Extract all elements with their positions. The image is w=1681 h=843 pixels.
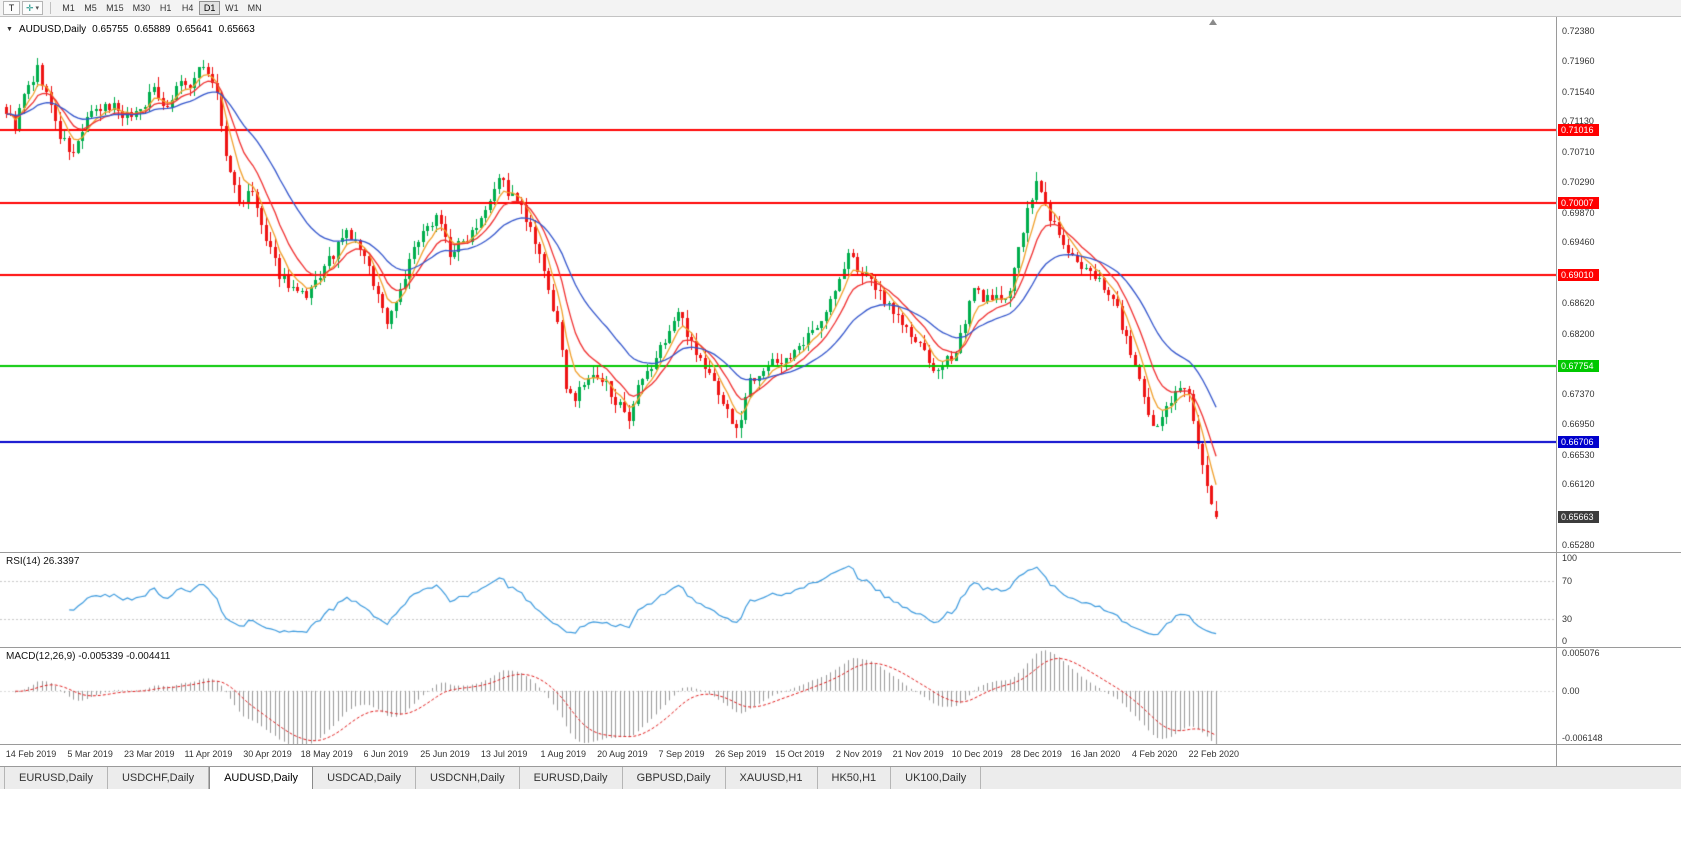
- rsi-panel-canvas[interactable]: [0, 552, 1556, 647]
- rsi-axis-label: 100: [1562, 553, 1578, 563]
- price-axis-label: 0.70710: [1562, 146, 1595, 157]
- timeframe-group: M1 M5 M15 M30 H1 H4 D1 W1 MN: [58, 1, 266, 15]
- date-label: 20 Aug 2019: [597, 749, 648, 759]
- date-label: 6 Jun 2019: [363, 749, 409, 759]
- price-axis-divider: [1556, 17, 1557, 766]
- price-axis-label: 0.71540: [1562, 86, 1595, 97]
- price-axis-label: 0.72380: [1562, 25, 1595, 36]
- ohlc-high: 0.65889: [134, 24, 171, 35]
- macd-axis-label: 0.00: [1562, 685, 1580, 696]
- ohlc-open: 0.65755: [92, 24, 129, 35]
- date-label: 16 Jan 2020: [1070, 749, 1121, 759]
- bottom-tab-EURUSD-Daily[interactable]: EURUSD,Daily: [4, 767, 108, 789]
- timeframe-button-M30[interactable]: M30: [132, 3, 151, 13]
- bottom-tab-USDCHF-Daily[interactable]: USDCHF,Daily: [108, 767, 210, 789]
- price-axis-label: 0.67370: [1562, 388, 1595, 399]
- bottom-tab-HK50-H1[interactable]: HK50,H1: [818, 767, 892, 789]
- date-label: 23 Mar 2019: [123, 749, 175, 759]
- timeframe-button-M1[interactable]: M1: [62, 3, 75, 13]
- price-axis-label: 0.69460: [1562, 237, 1595, 248]
- collapse-arrow-icon[interactable]: ▼: [6, 26, 13, 33]
- date-label: 30 Apr 2019: [243, 749, 292, 759]
- chart-shift-marker[interactable]: [1209, 19, 1217, 25]
- date-label: 21 Nov 2019: [892, 749, 944, 759]
- toolbar-separator: [50, 2, 52, 14]
- date-axis[interactable]: 14 Feb 2019 5 Mar 2019 23 Mar 2019 11 Apr 2…: [0, 744, 1556, 766]
- date-axis-separator: [0, 744, 1681, 745]
- bottom-tab-AUDUSD-Daily[interactable]: AUDUSD,Daily: [209, 767, 314, 789]
- price-axis-label: 0.65280: [1562, 540, 1595, 551]
- date-label: 13 Jul 2019: [480, 749, 528, 759]
- timeframe-button-M15[interactable]: M15: [106, 3, 124, 13]
- price-axis-label: 0.71130: [1562, 116, 1594, 127]
- macd-axis-label: 0.005076: [1562, 648, 1600, 658]
- macd-axis-label: -0.006148: [1562, 733, 1603, 743]
- bottom-tab-USDCNH-Daily[interactable]: USDCNH,Daily: [416, 767, 520, 789]
- date-label: 28 Dec 2019: [1010, 749, 1062, 759]
- date-label: 7 Sep 2019: [658, 749, 705, 759]
- main-chart-canvas[interactable]: [0, 17, 1556, 552]
- price-axis-label: 0.70290: [1562, 177, 1595, 188]
- date-label: 15 Oct 2019: [775, 749, 825, 759]
- bottom-tab-GBPUSD-Daily[interactable]: GBPUSD,Daily: [623, 767, 726, 789]
- timeframe-button-M5[interactable]: M5: [84, 3, 97, 13]
- price-level-label: 0.66706: [1558, 435, 1599, 448]
- timeframe-button-H4[interactable]: H4: [181, 3, 194, 13]
- macd-panel-canvas[interactable]: [0, 647, 1556, 744]
- date-label: 4 Feb 2020: [1131, 749, 1178, 759]
- timeframe-button-D1[interactable]: D1: [199, 1, 221, 15]
- price-axis-label: 0.71960: [1562, 56, 1595, 67]
- bottom-tab-USDCAD-Daily[interactable]: USDCAD,Daily: [313, 767, 417, 789]
- price-axis-label: 0.66530: [1562, 449, 1595, 460]
- price-axis-label: 0.68620: [1562, 298, 1595, 309]
- price-axis[interactable]: 0.72380 0.71960 0.71540 0.71130 0.70710 0.702…: [1557, 0, 1681, 766]
- crosshair-tool-button[interactable]: ✛ ▾: [22, 1, 44, 15]
- date-label: 5 Mar 2019: [67, 749, 113, 759]
- timeframe-button-H1[interactable]: H1: [159, 3, 172, 13]
- price-level-label: 0.67754: [1558, 359, 1599, 372]
- date-label: 18 May 2019: [300, 749, 353, 759]
- date-label: 2 Nov 2019: [835, 749, 882, 759]
- price-axis-label: 0.69870: [1562, 207, 1595, 218]
- bottom-tab-UK100-Daily[interactable]: UK100,Daily: [891, 767, 982, 789]
- current-price-label: 0.65663: [1558, 511, 1599, 524]
- text-tool-button[interactable]: T: [3, 1, 20, 15]
- rsi-axis-label: 0: [1562, 636, 1568, 646]
- ohlc-close: 0.65663: [218, 24, 255, 35]
- rsi-axis-label: 70: [1562, 575, 1573, 586]
- chart-symbol-title: AUDUSD,Daily: [18, 24, 87, 35]
- price-axis-label: 0.66950: [1562, 419, 1595, 430]
- bottom-tab-bar: EURUSD,Daily USDCHF,Daily AUDUSD,Daily USDC…: [0, 766, 1681, 789]
- date-label: 22 Feb 2020: [1188, 749, 1240, 759]
- date-label: 26 Sep 2019: [715, 749, 767, 759]
- price-level-label: 0.71016: [1558, 123, 1599, 136]
- date-label: 14 Feb 2019: [5, 749, 57, 759]
- timeframe-button-MN[interactable]: MN: [247, 3, 262, 13]
- price-level-label: 0.69010: [1558, 268, 1599, 281]
- chevron-down-icon: ▾: [35, 4, 40, 12]
- rsi-indicator-label: RSI(14) 26.3397: [6, 556, 80, 567]
- price-axis-label: 0.68200: [1562, 328, 1595, 339]
- date-label: 10 Dec 2019: [951, 749, 1003, 759]
- date-label: 1 Aug 2019: [540, 749, 587, 759]
- price-axis-label: 0.66120: [1562, 479, 1595, 490]
- macd-indicator-label: MACD(12,26,9) -0.005339 -0.004411: [6, 651, 171, 662]
- ohlc-low: 0.65641: [176, 24, 213, 35]
- chart-title: ▼ AUDUSD,Daily 0.65755 0.65889 0.65641 0…: [6, 24, 255, 35]
- timeframe-button-W1[interactable]: W1: [225, 3, 239, 13]
- bottom-tab-XAUUSD-H1[interactable]: XAUUSD,H1: [726, 767, 818, 789]
- price-level-label: 0.70007: [1558, 196, 1599, 209]
- date-label: 11 Apr 2019: [184, 749, 233, 759]
- bottom-tab-EURUSD-Daily[interactable]: EURUSD,Daily: [520, 767, 623, 789]
- crosshair-icon: ✛: [26, 2, 34, 13]
- date-label: 25 Jun 2019: [420, 749, 470, 759]
- top-toolbar: T ✛ ▾ M1 M5 M15 M30 H1 H4 D1 W1 MN: [0, 0, 1681, 17]
- rsi-axis-label: 30: [1562, 613, 1573, 624]
